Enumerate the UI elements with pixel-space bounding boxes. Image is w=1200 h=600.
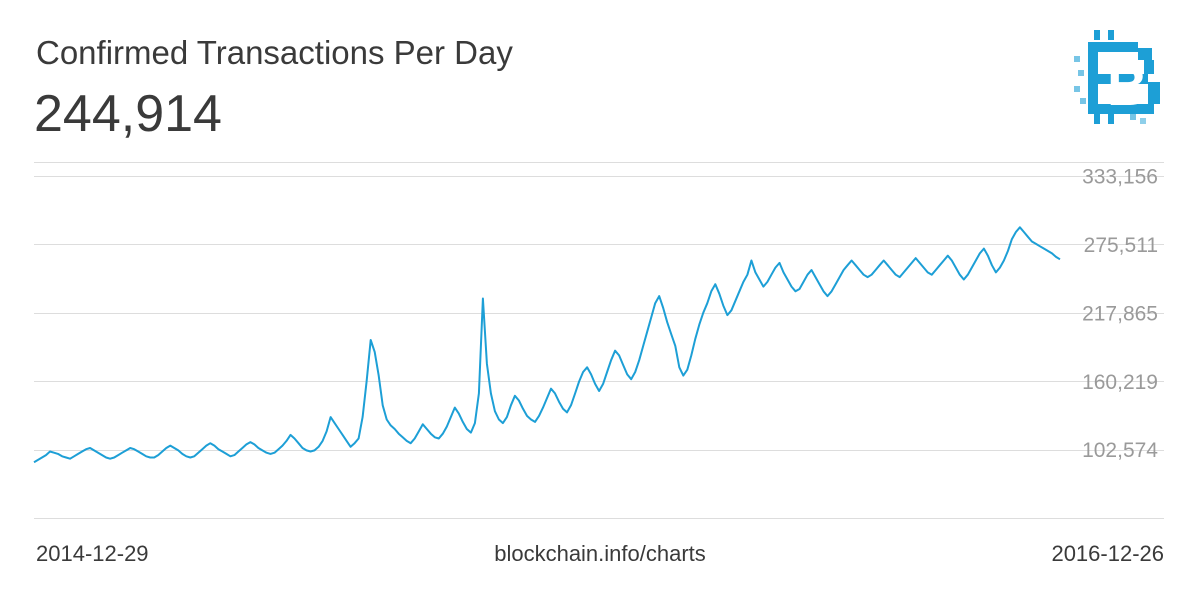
x-start-label: 2014-12-29	[36, 541, 149, 566]
y-axis-ticks: 102,574 160,219 217,865 275,511 333,156	[1082, 166, 1158, 463]
source-label: blockchain.info/charts	[494, 541, 706, 566]
y-tick-label: 160,219	[1082, 371, 1158, 394]
current-value: 244,914	[34, 85, 222, 143]
series-line	[33, 226, 1061, 464]
grid-lines	[34, 162, 1164, 519]
series-group	[33, 226, 1061, 464]
logo-glyph: B	[1107, 54, 1147, 117]
y-tick-label: 275,511	[1084, 234, 1158, 257]
x-end-label: 2016-12-26	[1051, 541, 1164, 566]
bitcoin-logo-icon: B	[1074, 30, 1160, 124]
y-tick-label: 333,156	[1082, 166, 1158, 189]
y-tick-label: 102,574	[1082, 439, 1158, 462]
y-tick-label: 217,865	[1082, 302, 1158, 325]
chart-title: Confirmed Transactions Per Day	[36, 34, 513, 71]
